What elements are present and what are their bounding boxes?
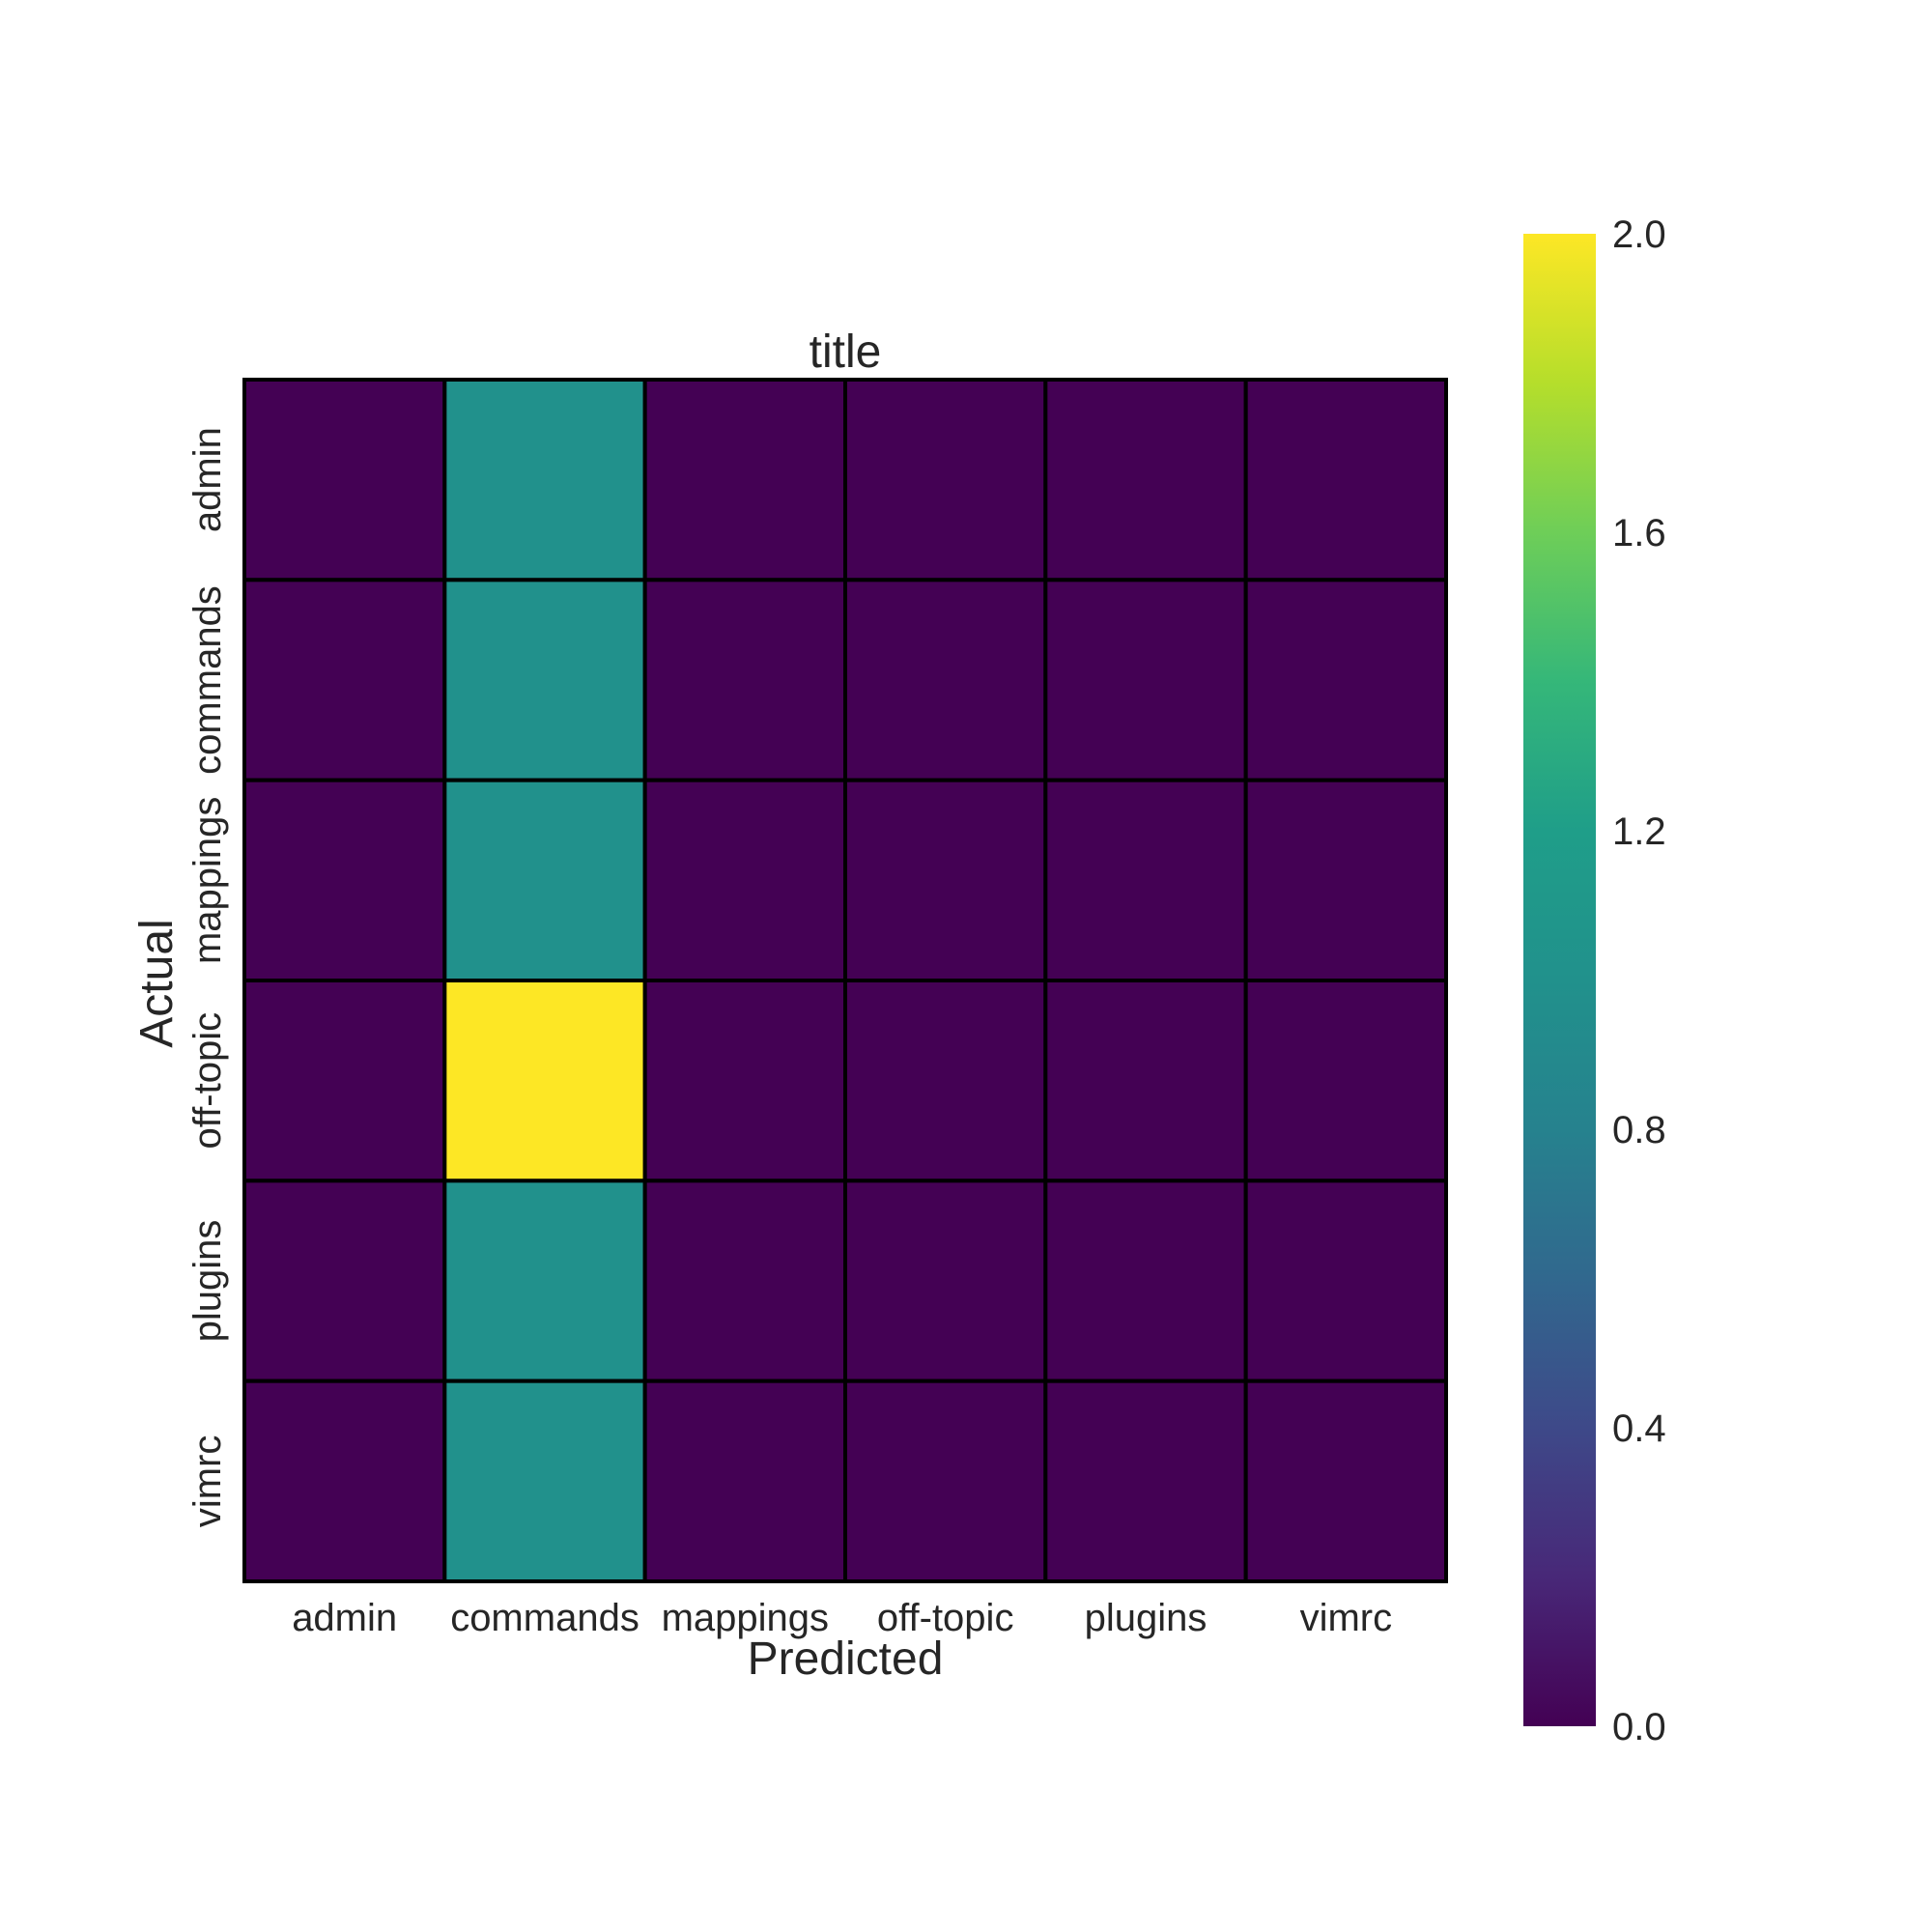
heatmap-cell [242, 1179, 447, 1383]
colorbar-tick-labels: 0.0 0.4 0.8 1.2 1.6 2.0 [1612, 213, 1666, 1748]
heatmap-cell [242, 578, 447, 782]
heatmap-cell [843, 378, 1048, 582]
heatmap-cell [242, 979, 447, 1183]
y-tick-label: off-topic [186, 1012, 229, 1150]
heatmap-cell [1243, 1179, 1448, 1383]
heatmap-cell [442, 1179, 647, 1383]
x-tick-label: vimrc [1300, 1597, 1393, 1639]
heatmap-cell [843, 1378, 1048, 1583]
heatmap-cell [642, 1378, 848, 1583]
colorbar-tick-label: 0.4 [1612, 1407, 1666, 1450]
y-tick-label: plugins [186, 1220, 229, 1343]
heatmap-cell [1243, 578, 1448, 782]
heatmap-cell [1243, 1378, 1448, 1583]
colorbar [1523, 234, 1596, 1726]
heatmap-cell [642, 378, 848, 582]
heatmap-cell [442, 578, 647, 782]
y-tick-label: mappings [186, 797, 229, 964]
heatmap-cell [843, 778, 1048, 983]
heatmap-cell [1243, 378, 1448, 582]
y-tick-label: admin [186, 427, 229, 532]
colorbar-tick-label: 0.0 [1612, 1706, 1666, 1748]
x-tick-label: off-topic [877, 1597, 1014, 1639]
heatmap-cell [442, 778, 647, 983]
y-tick-labels: admin commands mappings off-topic plugins vim… [186, 427, 229, 1527]
colorbar-tick-label: 0.8 [1612, 1109, 1666, 1151]
heatmap-cell [242, 1378, 447, 1583]
heatmap-cell [1043, 1179, 1248, 1383]
heatmap-cell [1043, 378, 1248, 582]
heatmap-cell [642, 979, 848, 1183]
heatmap-cell [642, 778, 848, 983]
chart-title: title [810, 327, 882, 378]
heatmap-cell [642, 1179, 848, 1383]
y-axis-label: Actual [131, 919, 183, 1047]
x-tick-label: mappings [662, 1597, 829, 1639]
heatmap-cell [843, 578, 1048, 782]
colorbar-tick-label: 1.2 [1612, 810, 1666, 853]
colorbar-tick-label: 2.0 [1612, 213, 1666, 256]
heatmap-cell [1043, 578, 1248, 782]
x-tick-label: admin [292, 1597, 397, 1639]
heatmap-cell [843, 1179, 1048, 1383]
heatmap-cell [242, 778, 447, 983]
x-tick-label: plugins [1085, 1597, 1208, 1639]
heatmap-cell [442, 1378, 647, 1583]
x-axis-label: Predicted [748, 1634, 944, 1685]
heatmap-cell [843, 979, 1048, 1183]
heatmap-cell [1243, 778, 1448, 983]
heatmap-cell [442, 378, 647, 582]
heatmap-cell [1043, 1378, 1248, 1583]
heatmap-cell [642, 578, 848, 782]
heatmap-cell [442, 979, 647, 1183]
heatmap-cell [242, 378, 447, 582]
x-tick-label: commands [450, 1597, 639, 1639]
y-tick-label: vimrc [186, 1435, 229, 1528]
y-tick-label: commands [186, 585, 229, 775]
colorbar-tick-label: 1.6 [1612, 512, 1666, 554]
x-tick-labels: admin commands mappings off-topic plugins vim… [292, 1597, 1392, 1639]
heatmap-cell [1043, 778, 1248, 983]
heatmap-cell [1043, 979, 1248, 1183]
heatmap-cell [1243, 979, 1448, 1183]
heatmap-cells [242, 378, 1448, 1583]
